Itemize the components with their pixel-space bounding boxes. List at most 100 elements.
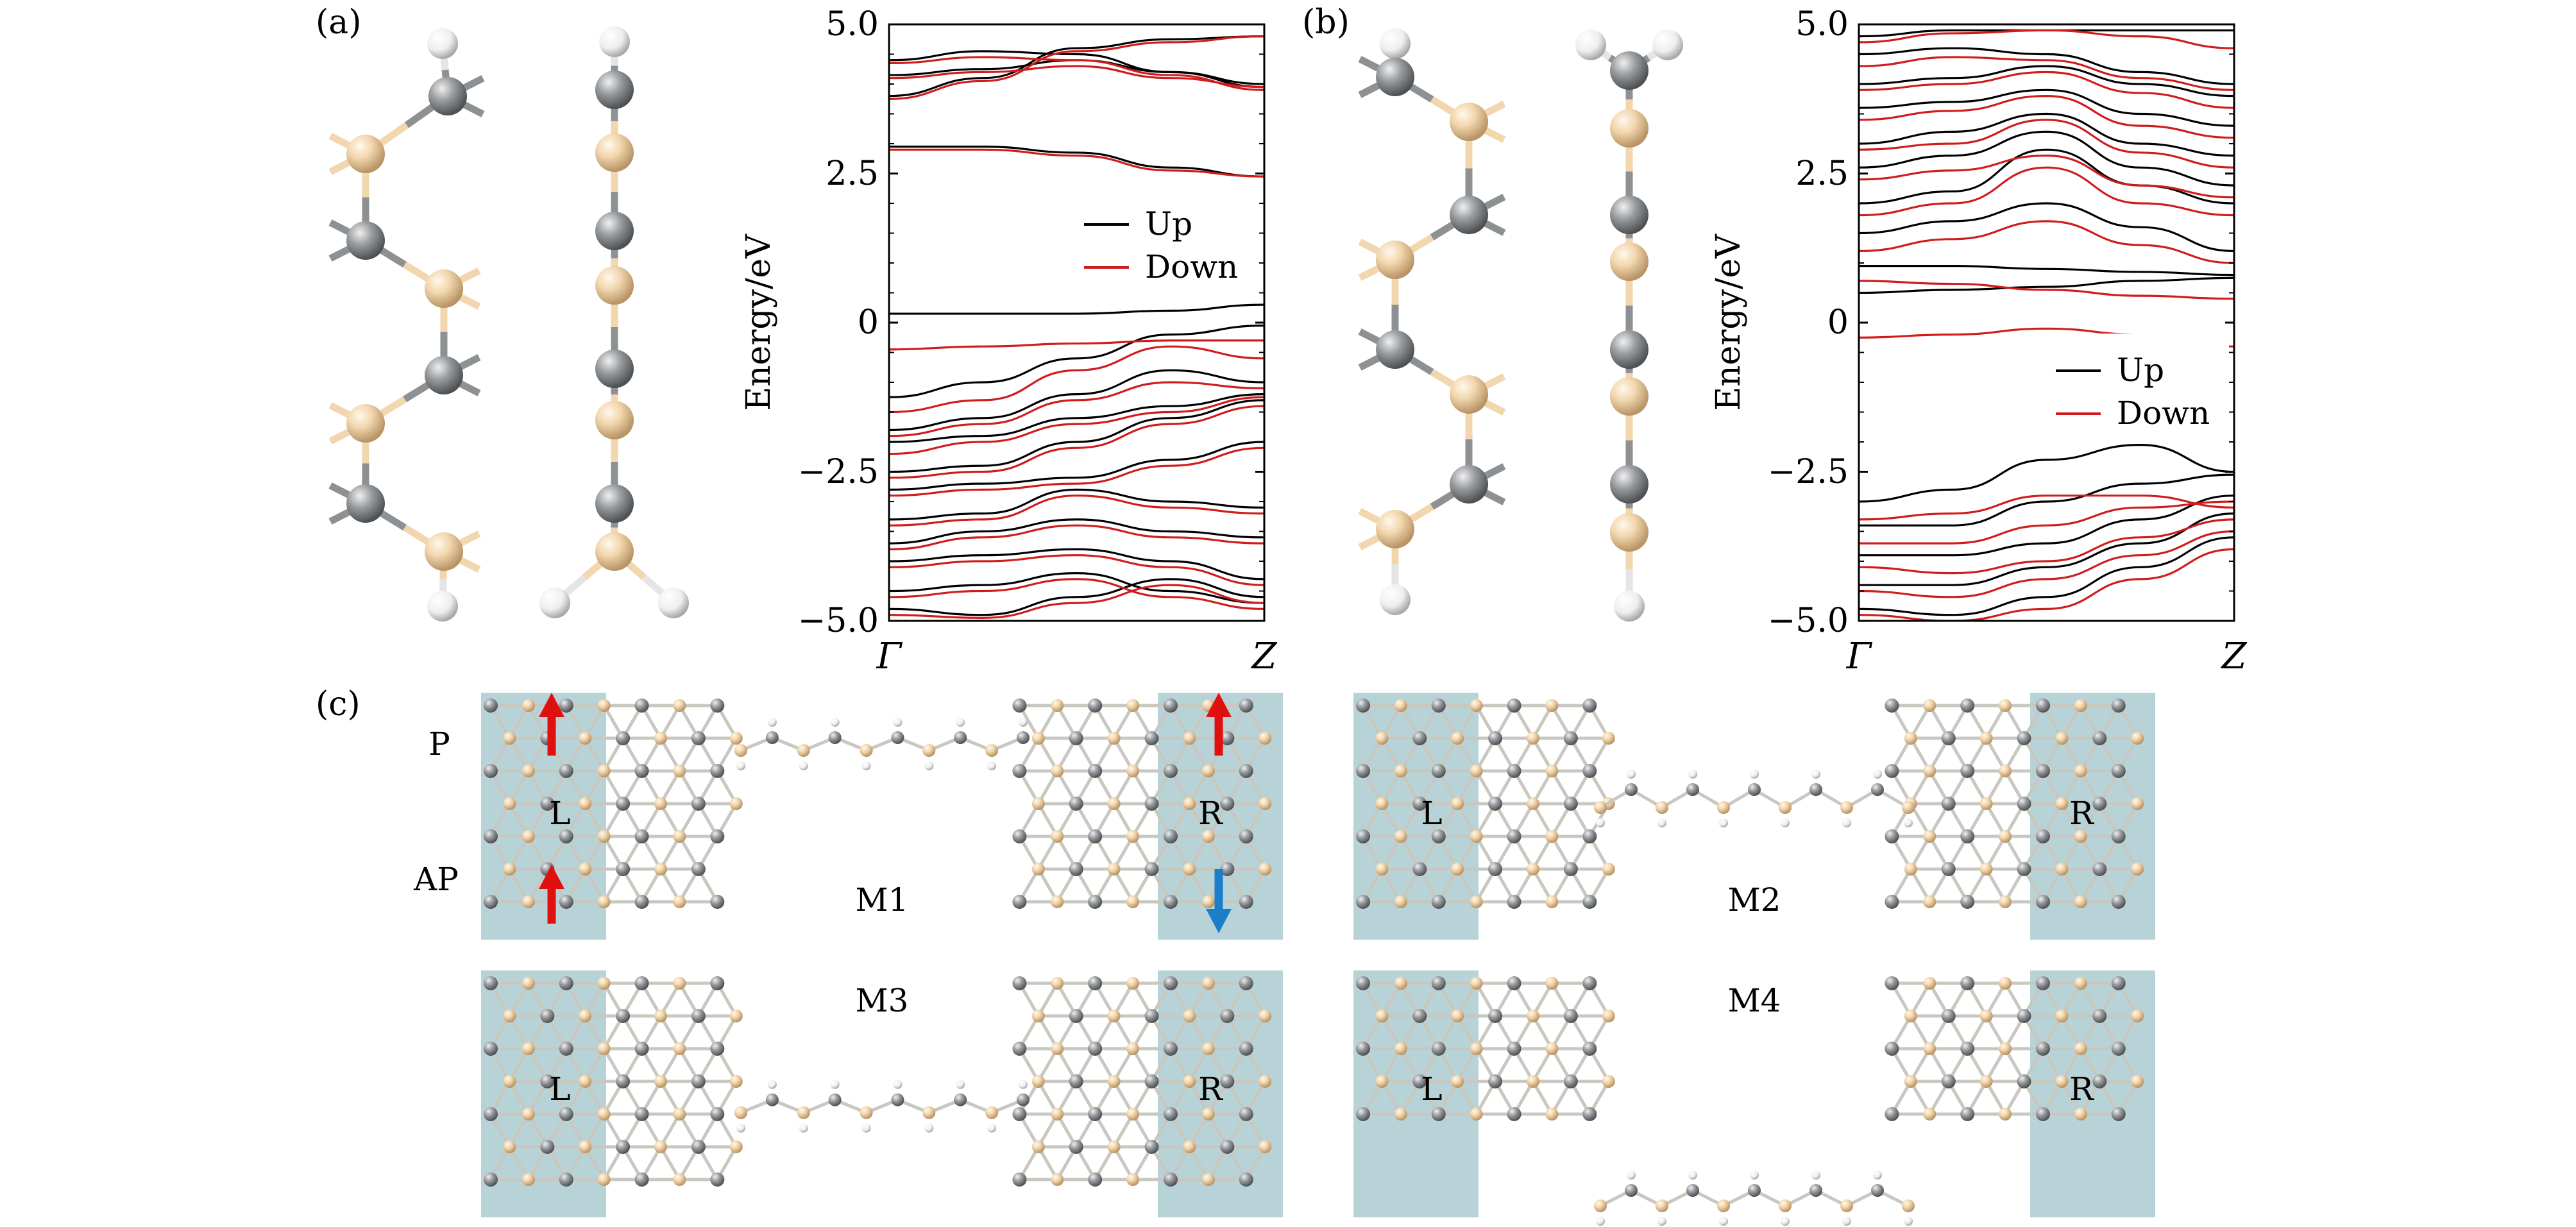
lattice-atom xyxy=(2111,829,2126,843)
atom-B xyxy=(1610,109,1648,148)
chart-b-ytick-5: 5.0 xyxy=(1795,5,1849,44)
lattice-atom xyxy=(1563,797,1578,811)
lattice-atom xyxy=(597,977,611,990)
lattice-atom xyxy=(1563,1009,1578,1023)
lattice-atom xyxy=(1088,829,1103,843)
lattice-atom xyxy=(1088,1042,1103,1056)
lattice-atom xyxy=(597,895,611,908)
bond xyxy=(1358,56,1379,71)
lattice-atom xyxy=(1904,863,1917,876)
band-up-2 xyxy=(889,35,1264,97)
lattice-atom xyxy=(1375,1075,1389,1088)
chain-hydrogen xyxy=(987,761,997,770)
lattice-atom xyxy=(1545,1108,1559,1121)
chain-atom xyxy=(985,1106,999,1119)
chain-hydrogen xyxy=(1688,1171,1697,1180)
chain-atom xyxy=(922,744,936,757)
band-down-7 xyxy=(889,396,1264,455)
lattice-atom xyxy=(616,731,631,745)
chain-hydrogen xyxy=(1627,770,1636,779)
chain-hydrogen xyxy=(1019,718,1028,727)
lattice-atom xyxy=(1431,1042,1446,1056)
bond xyxy=(460,530,481,546)
lattice-atom xyxy=(1031,732,1045,745)
lattice-atom xyxy=(1602,1010,1615,1022)
band-up-6 xyxy=(1859,148,2234,205)
lattice-atom xyxy=(1356,1042,1370,1056)
chart-a-xtick-z: Z xyxy=(1251,636,1278,677)
chain-atom xyxy=(1594,1199,1607,1212)
lattice-atom xyxy=(634,1107,649,1121)
chain-atom xyxy=(1779,1199,1792,1212)
chain-atom xyxy=(734,744,747,757)
band-up-7 xyxy=(1859,202,2234,252)
chain-hydrogen xyxy=(956,718,965,727)
bond xyxy=(1485,490,1506,505)
lattice-atom xyxy=(1258,732,1272,745)
chart-a-ytick-5: 5.0 xyxy=(826,5,879,44)
chain-hydrogen xyxy=(861,761,871,770)
chain-hydrogen xyxy=(1596,1217,1605,1226)
band-down-9 xyxy=(889,446,1264,497)
chain-atom xyxy=(1017,731,1030,744)
chain-atom xyxy=(985,744,999,757)
chart-b-ylabel: Energy/eV xyxy=(1709,233,1748,411)
spin-arrows xyxy=(539,693,1232,933)
chain-hydrogen xyxy=(799,1123,808,1133)
band-down-13 xyxy=(889,578,1264,610)
lattice-atom xyxy=(484,976,498,990)
band-down-4 xyxy=(889,339,1264,351)
band-up-9 xyxy=(1859,276,2234,294)
lattice-atom xyxy=(1069,1140,1083,1154)
lattice-atom xyxy=(484,829,498,843)
lead-label-right-m4: R xyxy=(2069,1070,2094,1108)
chain-hydrogen xyxy=(736,761,745,770)
lattice-atom xyxy=(1258,1010,1272,1022)
lattice-atom xyxy=(559,1107,573,1121)
lattice-atom xyxy=(521,765,535,777)
lattice-atom xyxy=(1923,830,1936,843)
lattice-atom xyxy=(1545,699,1559,712)
band-structure-chart-a: 5.0 2.5 0 −2.5 −5.0 Γ Z Energy/eV Up Dow… xyxy=(740,5,1278,677)
lattice-atom xyxy=(1126,895,1140,908)
lattice-atom xyxy=(1356,895,1370,909)
atom-B xyxy=(595,401,634,439)
lattice-atom xyxy=(2111,976,2126,990)
atom-B xyxy=(425,269,463,308)
bond xyxy=(328,246,350,262)
lattice-atom xyxy=(1999,765,2012,777)
lattice-atom xyxy=(1960,764,1975,778)
bond xyxy=(1485,373,1506,389)
lattice-atom xyxy=(1526,1075,1539,1088)
chain-atom xyxy=(1840,1199,1853,1212)
lattice-atom xyxy=(1923,1042,1936,1055)
lattice-atom xyxy=(1979,732,1993,745)
band-up-5 xyxy=(889,325,1264,398)
lattice-atom xyxy=(1144,797,1159,811)
lattice-atom xyxy=(503,863,516,876)
lattice-atom xyxy=(1107,1010,1121,1022)
lattice-atom xyxy=(673,977,686,990)
bond xyxy=(460,294,481,310)
lattice-atom xyxy=(2055,732,2069,745)
lattice-atom xyxy=(2092,797,2107,811)
lattice-atom xyxy=(1582,829,1597,843)
atom-B xyxy=(1450,375,1488,414)
chain-hydrogen xyxy=(924,761,934,770)
chain-atom xyxy=(797,1106,810,1119)
lattice-atom xyxy=(1012,1042,1027,1056)
lattice-atom xyxy=(1563,862,1578,876)
chain-atom xyxy=(1748,783,1761,796)
lattice-atom xyxy=(1941,1009,1956,1023)
chain-atom xyxy=(1625,783,1638,796)
lattice-atom xyxy=(1163,829,1178,843)
lattice-atom xyxy=(1201,1108,1215,1121)
lattice-atom xyxy=(1545,765,1559,777)
band-down-6 xyxy=(1859,166,2234,217)
lattice-atom xyxy=(2131,1010,2144,1022)
chain-hydrogen xyxy=(1657,818,1666,827)
lattice-atom xyxy=(559,698,573,713)
lattice-atom xyxy=(616,1140,631,1154)
chain-atom xyxy=(891,1093,904,1106)
lattice-atom xyxy=(673,1173,686,1186)
